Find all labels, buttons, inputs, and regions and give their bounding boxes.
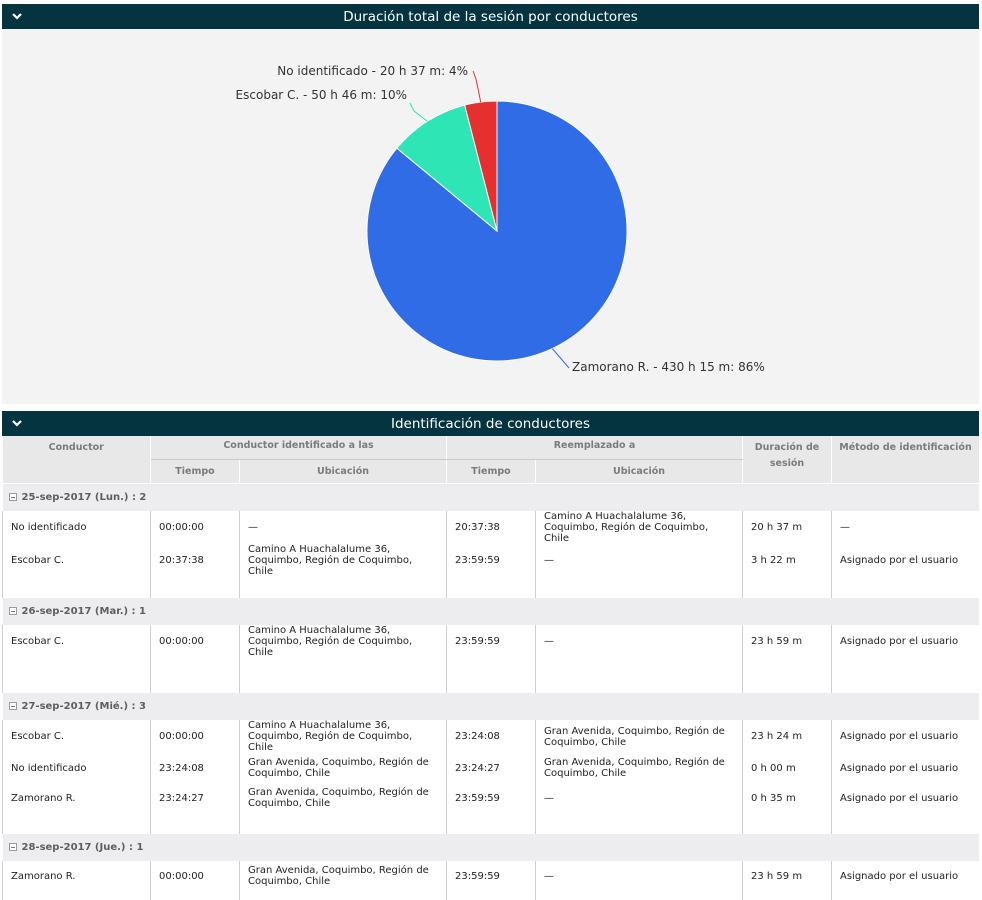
driver-table-container: Conductor Conductor identificado a las R… xyxy=(2,436,979,900)
cell-conductor: Escobar C. xyxy=(2,625,151,658)
cell-replaced-time: 23:59:59 xyxy=(446,544,536,577)
cell-identified-location: Gran Avenida, Coquimbo, Región de Coquim… xyxy=(239,783,447,813)
cell-replaced-location: — xyxy=(535,544,743,577)
header-conductor[interactable]: Conductor xyxy=(2,436,151,484)
pie-chart: Zamorano R. - 430 h 15 m: 86% Escobar C. … xyxy=(236,64,765,374)
cell-identified-location: Camino A Huachalalume 36, Coquimbo, Regi… xyxy=(239,544,447,577)
cell-identified-location: Gran Avenida, Coquimbo, Región de Coquim… xyxy=(239,753,447,783)
header-session-duration[interactable]: Duración de sesión xyxy=(742,436,832,484)
cell-identification-method: Asignado por el usuario xyxy=(831,783,979,813)
cell-replaced-location: — xyxy=(535,783,743,813)
table-row: No identificado 00:00:00—20:37:38 Camino A… xyxy=(2,511,979,544)
cell-replaced-time: 23:24:08 xyxy=(446,720,536,753)
cell-session-duration: 0 h 00 m xyxy=(742,753,832,783)
cell-replaced-time: 20:37:38 xyxy=(446,511,536,544)
cell-replaced-location: Gran Avenida, Coquimbo, Región de Coquim… xyxy=(535,720,743,753)
header-replaced-time[interactable]: Tiempo xyxy=(446,459,536,484)
chart-panel-header: Duración total de la sesión por conducto… xyxy=(2,4,979,29)
pie-data-label: No identificado - 20 h 37 m: 4% xyxy=(277,64,468,78)
header-identified-group: Conductor identificado a las xyxy=(150,436,447,460)
collapse-minus-icon[interactable] xyxy=(8,606,17,615)
cell-session-duration: 23 h 24 m xyxy=(742,720,832,753)
cell-conductor: No identificado xyxy=(2,753,151,783)
cell-identification-method: Asignado por el usuario xyxy=(831,861,979,891)
chevron-down-icon[interactable] xyxy=(11,417,23,429)
header-identified-time[interactable]: Tiempo xyxy=(150,459,240,484)
pie-label-connector xyxy=(409,102,428,122)
cell-identification-method: Asignado por el usuario xyxy=(831,544,979,577)
cell-session-duration: 3 h 22 m xyxy=(742,544,832,577)
cell-session-duration: 20 h 37 m xyxy=(742,511,832,544)
table-row: Zamorano R. 23:24:27 Gran Avenida, Coquimb… xyxy=(2,783,979,813)
cell-identification-method: Asignado por el usuario xyxy=(831,753,979,783)
cell-identified-location: — xyxy=(239,511,447,544)
pie-data-label: Escobar C. - 50 h 46 m: 10% xyxy=(236,88,407,102)
table-panel-header: Identificación de conductores xyxy=(2,411,979,436)
header-identified-location[interactable]: Ubicación xyxy=(239,459,447,484)
cell-session-duration: 0 h 35 m xyxy=(742,783,832,813)
cell-identification-method: Asignado por el usuario xyxy=(831,720,979,753)
group-label: 27-sep-2017 (Mié.) : 3 xyxy=(21,700,146,712)
group-row: 26-sep-2017 (Mar.) : 1 xyxy=(2,596,979,625)
cell-replaced-time: 23:59:59 xyxy=(446,783,536,813)
pie-label-connector xyxy=(551,348,570,369)
table-row: Escobar C. 20:37:38 Camino A Huachalalume … xyxy=(2,544,979,577)
group-row: 25-sep-2017 (Lun.) : 2 xyxy=(2,482,979,511)
group-label: 25-sep-2017 (Lun.) : 2 xyxy=(21,491,147,503)
pie-slice[interactable] xyxy=(396,104,498,233)
collapse-minus-icon[interactable] xyxy=(8,701,17,710)
cell-identified-location: Camino A Huachalalume 36, Coquimbo, Regi… xyxy=(239,720,447,753)
cell-conductor: Escobar C. xyxy=(2,544,151,577)
cell-identified-location: Gran Avenida, Coquimbo, Región de Coquim… xyxy=(239,861,447,891)
cell-conductor: No identificado xyxy=(2,511,151,544)
table-panel-title: Identificación de conductores xyxy=(390,415,591,432)
cell-replaced-location: — xyxy=(535,625,743,658)
table-row: No identificado 23:24:08 Gran Avenida, Coq… xyxy=(2,753,979,783)
pie-chart-area: Zamorano R. - 430 h 15 m: 86% Escobar C. … xyxy=(2,29,979,404)
cell-replaced-location: — xyxy=(535,861,743,891)
cell-identified-time: 20:37:38 xyxy=(150,544,240,577)
cell-replaced-location: Gran Avenida, Coquimbo, Región de Coquim… xyxy=(535,753,743,783)
collapse-minus-icon[interactable] xyxy=(8,842,17,851)
table-body: 25-sep-2017 (Lun.) : 2 No identificado 00:… xyxy=(2,482,979,900)
cell-identification-method: — xyxy=(831,511,979,544)
header-identification-method[interactable]: Método de identificación xyxy=(831,436,979,484)
cell-identified-time: 00:00:00 xyxy=(150,511,240,544)
cell-identified-time: 00:00:00 xyxy=(150,720,240,753)
collapse-minus-icon[interactable] xyxy=(8,492,17,501)
cell-identified-time: 00:00:00 xyxy=(150,625,240,658)
cell-session-duration: 23 h 59 m xyxy=(742,861,832,891)
header-replaced-location[interactable]: Ubicación xyxy=(535,459,743,484)
group-row: 28-sep-2017 (Jue.) : 1 xyxy=(2,832,979,861)
pie-label-connector xyxy=(472,70,482,103)
cell-replaced-time: 23:59:59 xyxy=(446,861,536,891)
pie-data-label: Zamorano R. - 430 h 15 m: 86% xyxy=(572,360,765,374)
cell-identified-time: 23:24:08 xyxy=(150,753,240,783)
cell-replaced-time: 23:59:59 xyxy=(446,625,536,658)
chevron-down-icon[interactable] xyxy=(11,10,23,22)
cell-identified-location: Camino A Huachalalume 36, Coquimbo, Regi… xyxy=(239,625,447,658)
cell-identified-time: 23:24:27 xyxy=(150,783,240,813)
cell-replaced-location: Camino A Huachalalume 36, Coquimbo, Regi… xyxy=(535,511,743,544)
cell-identification-method: Asignado por el usuario xyxy=(831,625,979,658)
group-row: 27-sep-2017 (Mié.) : 3 xyxy=(2,691,979,720)
group-label: 28-sep-2017 (Jue.) : 1 xyxy=(21,841,144,853)
cell-identified-time: 00:00:00 xyxy=(150,861,240,891)
cell-session-duration: 23 h 59 m xyxy=(742,625,832,658)
cell-replaced-time: 23:24:27 xyxy=(446,753,536,783)
cell-conductor: Zamorano R. xyxy=(2,783,151,813)
chart-panel-title: Duración total de la sesión por conducto… xyxy=(343,8,638,25)
table-row: Escobar C. 00:00:00 Camino A Huachalalume … xyxy=(2,625,979,658)
driver-identification-table: Conductor Conductor identificado a las R… xyxy=(2,436,979,900)
cell-conductor: Escobar C. xyxy=(2,720,151,753)
table-row: Escobar C. 00:00:00 Camino A Huachalalume … xyxy=(2,720,979,753)
header-replaced-group: Reemplazado a xyxy=(446,436,743,460)
group-label: 26-sep-2017 (Mar.) : 1 xyxy=(21,605,147,617)
cell-conductor: Zamorano R. xyxy=(2,861,151,891)
table-row: Zamorano R. 00:00:00 Gran Avenida, Coquimb… xyxy=(2,861,979,891)
